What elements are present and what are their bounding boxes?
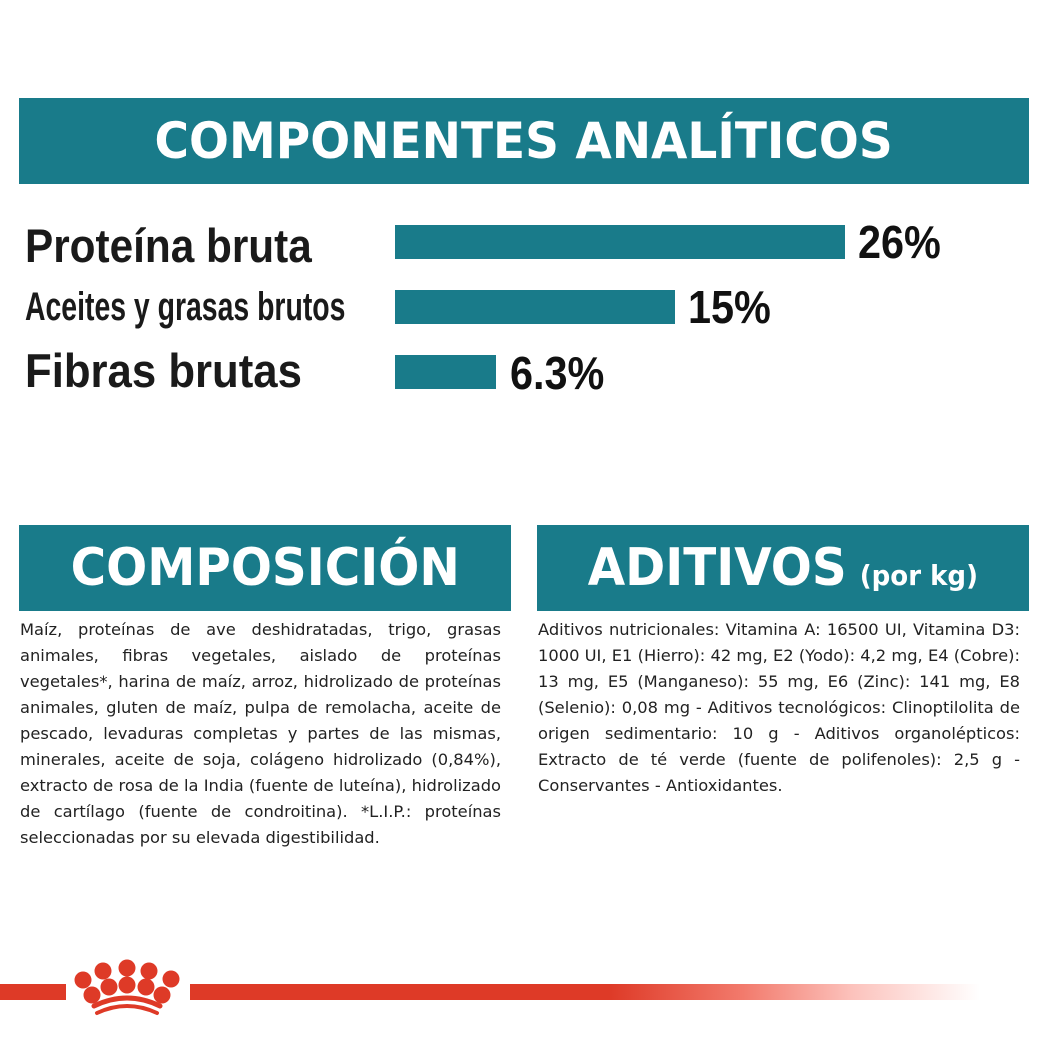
row-label-fiber: Fibras brutas bbox=[25, 344, 302, 397]
additives-title: ADITIVOS bbox=[587, 538, 847, 598]
additives-subtitle: (por kg) bbox=[859, 559, 979, 592]
composition-text: Maíz, proteínas de ave deshidratadas, tr… bbox=[20, 620, 501, 847]
analytics-title: COMPONENTES ANALÍTICOS bbox=[154, 112, 894, 170]
additives-title-group: ADITIVOS (por kg) bbox=[588, 538, 978, 598]
bar-fiber bbox=[395, 355, 496, 389]
value-fats: 15% bbox=[688, 281, 771, 333]
row-label-protein: Proteína bruta bbox=[25, 219, 312, 272]
row-label-fats: Aceites y grasas brutos bbox=[25, 285, 346, 329]
composition-title: COMPOSICIÓN bbox=[70, 538, 460, 598]
analytics-header-banner: COMPONENTES ANALÍTICOS bbox=[19, 98, 1029, 184]
bar-protein bbox=[395, 225, 845, 259]
value-protein: 26% bbox=[858, 216, 941, 268]
composition-header-banner: COMPOSICIÓN bbox=[19, 525, 511, 611]
crown-icon bbox=[74, 959, 180, 1015]
additives-text: Aditivos nutricionales: Vitamina A: 1650… bbox=[538, 620, 1020, 795]
footer-stripe-left bbox=[0, 984, 66, 1000]
bar-fats bbox=[395, 290, 675, 324]
additives-header-banner: ADITIVOS (por kg) bbox=[537, 525, 1029, 611]
footer-stripe-right bbox=[190, 984, 980, 1000]
value-fiber: 6.3% bbox=[510, 347, 605, 399]
